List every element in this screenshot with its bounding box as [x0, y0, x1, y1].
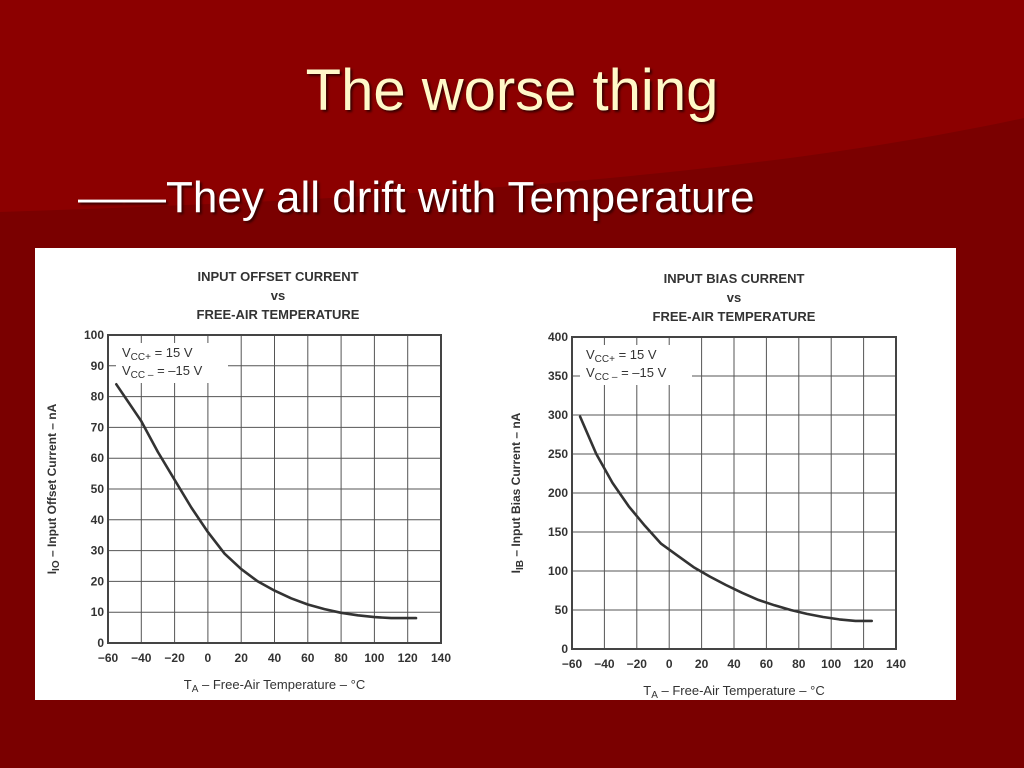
plot-frame: [107, 334, 442, 644]
y-tick-label: 40: [91, 513, 105, 527]
x-tick-label: −40: [131, 651, 152, 665]
x-tick-label: 100: [821, 657, 841, 671]
chart-title-line: FREE-AIR TEMPERATURE: [653, 309, 816, 324]
x-tick-label: 80: [334, 651, 348, 665]
x-tick-label: 40: [268, 651, 282, 665]
chart-title-line: INPUT OFFSET CURRENT: [197, 269, 358, 284]
series-line-1: [115, 383, 418, 620]
x-tick-label: −20: [627, 657, 648, 671]
chart-title-line: vs: [727, 290, 741, 305]
x-tick-label: 80: [792, 657, 806, 671]
y-tick-label: 30: [91, 544, 105, 558]
y-axis-label: IIO – Input Offset Current – nA: [45, 403, 62, 574]
y-tick-label: 50: [555, 603, 569, 617]
x-tick-label: 100: [364, 651, 384, 665]
x-tick-label: 120: [854, 657, 874, 671]
x-tick-label: 0: [205, 651, 212, 665]
x-tick-label: −20: [164, 651, 185, 665]
y-tick-label: 70: [91, 420, 105, 434]
chart-title-line: vs: [271, 288, 285, 303]
charts-canvas: INPUT OFFSET CURRENT vs FREE-AIR TEMPERATU…: [45, 269, 906, 700]
plot-frame: [571, 336, 897, 650]
figure-panel: INPUT OFFSET CURRENT vs FREE-AIR TEMPERATU…: [35, 248, 956, 700]
y-tick-label: 250: [548, 447, 568, 461]
y-tick-label: 300: [548, 408, 568, 422]
annotation-line: VCC+ = 15 V: [586, 347, 657, 365]
slide-subtitle: ——They all drift with Temperature: [78, 173, 755, 222]
y-tick-label: 400: [548, 330, 568, 344]
x-tick-label: −60: [562, 657, 583, 671]
annotation-line: VCC – = –15 V: [122, 363, 203, 381]
series-line-1: [578, 415, 874, 623]
y-tick-label: 100: [548, 564, 568, 578]
x-tick-label: 20: [235, 651, 249, 665]
y-tick-label: 10: [91, 605, 105, 619]
y-tick-label: 200: [548, 486, 568, 500]
annotation-bg: [116, 343, 228, 383]
x-tick-label: 120: [398, 651, 418, 665]
y-tick-label: 20: [91, 574, 105, 588]
x-tick-label: 140: [886, 657, 906, 671]
x-tick-label: −40: [594, 657, 615, 671]
annotation-line: VCC+ = 15 V: [122, 345, 193, 363]
annotation-line: VCC – = –15 V: [586, 365, 667, 383]
x-tick-label: 40: [727, 657, 741, 671]
y-axis-label: IIB – Input Bias Current – nA: [509, 412, 526, 573]
x-tick-label: 60: [760, 657, 774, 671]
y-tick-label: 350: [548, 369, 568, 383]
x-tick-label: 60: [301, 651, 315, 665]
chart-title-line: INPUT BIAS CURRENT: [664, 271, 805, 286]
y-tick-label: 60: [91, 451, 105, 465]
y-tick-label: 100: [84, 328, 104, 342]
y-tick-label: 80: [91, 390, 105, 404]
slide-title: The worse thing: [305, 58, 719, 123]
chart-1: INPUT OFFSET CURRENT vs FREE-AIR TEMPERATU…: [45, 269, 451, 695]
x-tick-label: −60: [98, 651, 119, 665]
y-tick-label: 0: [97, 636, 104, 650]
chart-title-line: FREE-AIR TEMPERATURE: [197, 307, 360, 322]
y-tick-label: 90: [91, 359, 105, 373]
annotation-bg: [580, 345, 692, 385]
x-tick-label: 140: [431, 651, 451, 665]
y-tick-label: 50: [91, 482, 105, 496]
x-tick-label: 0: [666, 657, 673, 671]
x-axis-label: TA – Free-Air Temperature – °C: [643, 683, 824, 700]
y-tick-label: 0: [561, 642, 568, 656]
x-axis-label: TA – Free-Air Temperature – °C: [184, 677, 365, 695]
y-tick-label: 150: [548, 525, 568, 539]
chart-2: INPUT BIAS CURRENT vs FREE-AIR TEMPERATURE…: [509, 271, 906, 700]
x-tick-label: 20: [695, 657, 709, 671]
